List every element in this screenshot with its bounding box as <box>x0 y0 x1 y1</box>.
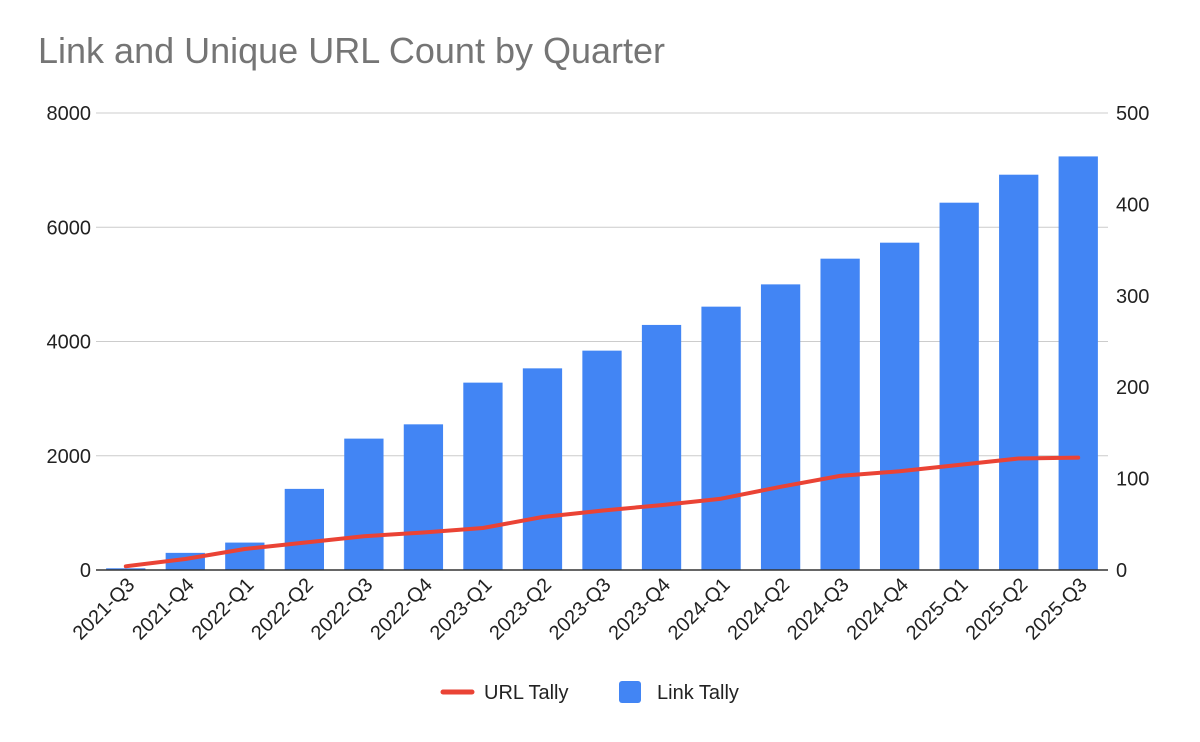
x-tick-label: 2022-Q1 <box>188 574 259 645</box>
y-right-tick-label: 200 <box>1116 377 1149 399</box>
x-tick-label: 2024-Q3 <box>783 574 854 645</box>
bar <box>1058 156 1098 571</box>
bar <box>344 438 384 570</box>
legend-swatch-link-tally <box>619 681 641 703</box>
bar <box>106 568 146 570</box>
bar <box>582 350 622 570</box>
y-right-tick-label: 500 <box>1116 103 1149 125</box>
bar <box>939 202 979 570</box>
x-tick-label: 2023-Q3 <box>545 574 616 645</box>
y-right-tick-label: 0 <box>1116 560 1127 582</box>
bar <box>760 284 801 570</box>
y-right-tick-label: 400 <box>1116 194 1149 216</box>
bar <box>880 242 920 570</box>
x-tick-label: 2024-Q4 <box>843 574 914 645</box>
bar <box>403 424 444 570</box>
x-tick-label: 2025-Q3 <box>1021 574 1092 645</box>
x-tick-label: 2022-Q2 <box>247 574 318 645</box>
legend-label-url-tally: URL Tally <box>484 682 568 704</box>
y-left-tick-label: 2000 <box>47 446 92 468</box>
bar <box>701 306 741 570</box>
x-tick-label: 2022-Q3 <box>307 574 378 645</box>
x-tick-label: 2021-Q4 <box>128 574 199 645</box>
chart-title: Link and Unique URL Count by Quarter <box>38 30 666 71</box>
y-right-tick-label: 300 <box>1116 286 1149 308</box>
x-tick-label: 2023-Q1 <box>426 574 497 645</box>
y-left-tick-label: 8000 <box>47 103 92 125</box>
y-right-tick-label: 100 <box>1116 469 1149 491</box>
y-left-tick-label: 6000 <box>47 217 92 239</box>
y-left-tick-label: 0 <box>80 560 91 582</box>
bar <box>463 382 503 570</box>
x-tick-label: 2024-Q2 <box>724 574 795 645</box>
x-tick-label: 2021-Q3 <box>69 574 140 645</box>
bar <box>284 488 324 570</box>
x-tick-label: 2025-Q2 <box>962 574 1033 645</box>
y-left-tick-label: 4000 <box>47 332 92 354</box>
bar <box>641 324 682 570</box>
x-tick-label: 2025-Q1 <box>902 574 973 645</box>
legend-label-link-tally: Link Tally <box>657 682 739 704</box>
bar <box>522 368 563 570</box>
x-tick-label: 2023-Q2 <box>485 574 556 645</box>
bar <box>820 258 860 570</box>
x-tick-label: 2023-Q4 <box>604 574 675 645</box>
bar <box>999 174 1039 570</box>
x-tick-label: 2024-Q1 <box>664 574 735 645</box>
x-tick-label: 2022-Q4 <box>366 574 437 645</box>
